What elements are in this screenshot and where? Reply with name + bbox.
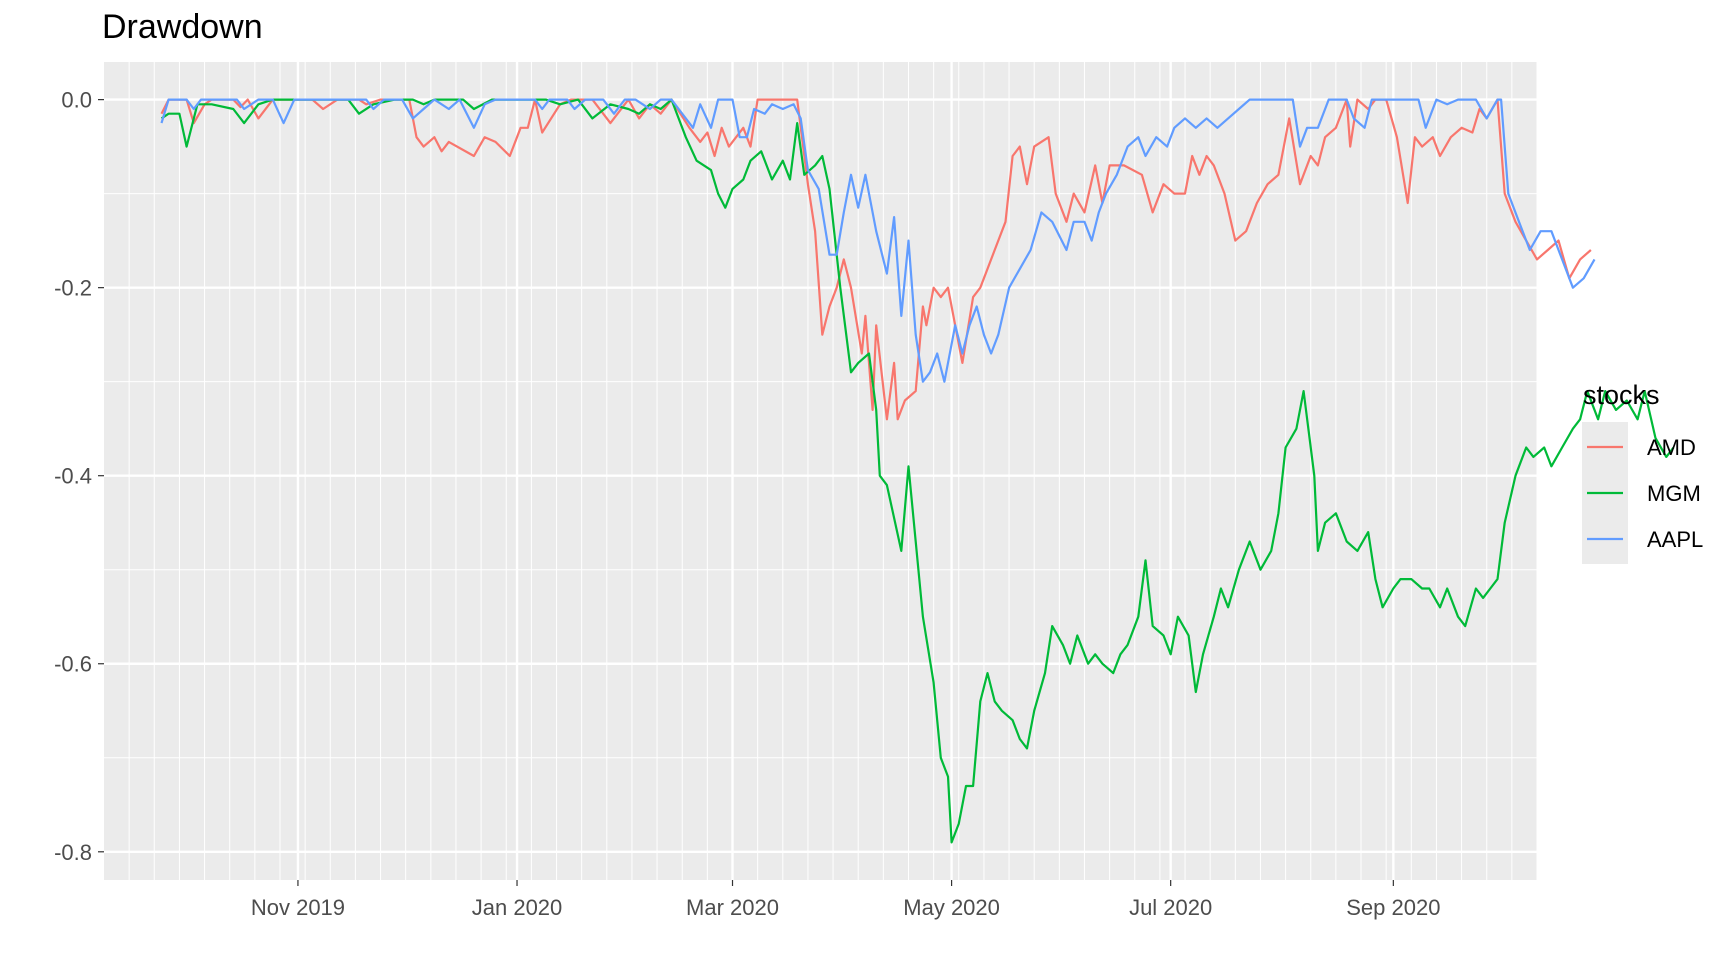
- legend-label-aapl: AAPL: [1647, 527, 1703, 552]
- x-tick-label: Nov 2019: [251, 895, 345, 920]
- legend-items: AMD MGM AAPL: [1587, 435, 1703, 552]
- x-tick-label: Mar 2020: [686, 895, 779, 920]
- series-line-aapl: [160, 98, 1596, 383]
- y-axis: 0.0 -0.2 -0.4 -0.6 -0.8: [54, 88, 104, 865]
- minor-gridlines: [104, 62, 1538, 880]
- y-tick-label: -0.8: [54, 840, 92, 865]
- y-tick-label: 0.0: [61, 88, 92, 113]
- legend-label-mgm: MGM: [1647, 481, 1701, 506]
- series-lines: [160, 98, 1675, 844]
- x-tick-label: Jul 2020: [1129, 895, 1212, 920]
- chart-title: Drawdown: [102, 8, 263, 46]
- legend-label-amd: AMD: [1647, 435, 1696, 460]
- y-tick-label: -0.2: [54, 276, 92, 301]
- x-tick-label: May 2020: [903, 895, 1000, 920]
- x-axis: Nov 2019 Jan 2020 Mar 2020 May 2020 Jul 2020…: [251, 880, 1440, 920]
- legend: stocks AMD MGM AAPL: [1582, 380, 1703, 564]
- y-tick-label: -0.6: [54, 652, 92, 677]
- x-tick-label: Sep 2020: [1346, 895, 1440, 920]
- series-line-mgm: [160, 98, 1675, 844]
- legend-title: stocks: [1583, 380, 1660, 410]
- series-line-amd: [160, 98, 1592, 421]
- y-tick-label: -0.4: [54, 464, 92, 489]
- x-tick-label: Jan 2020: [472, 895, 563, 920]
